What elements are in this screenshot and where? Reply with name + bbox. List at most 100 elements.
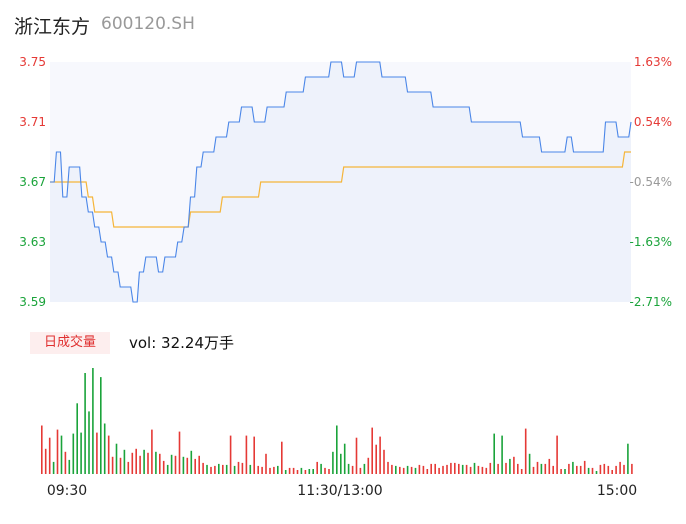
volume-bar — [418, 464, 421, 474]
volume-bar — [442, 465, 444, 474]
volume-bar — [186, 457, 189, 474]
volume-bar — [284, 470, 287, 474]
volume-bar — [481, 466, 484, 474]
y-tick-label: 3.67 — [19, 175, 46, 189]
volume-bar — [497, 463, 499, 474]
volume-bar — [454, 462, 456, 474]
volume-bar — [599, 464, 602, 474]
volume-bar — [135, 448, 137, 474]
volume-bar — [103, 423, 106, 474]
volume-bar — [351, 465, 354, 474]
price-line — [50, 61, 632, 303]
volume-bar — [229, 435, 232, 474]
volume-bar — [100, 377, 102, 474]
volume-bar — [560, 469, 562, 474]
volume-bar — [206, 464, 208, 474]
volume-bar — [438, 467, 440, 474]
volume-bar — [147, 452, 149, 474]
volume-bar — [595, 471, 598, 474]
volume-bar — [52, 461, 55, 474]
average-price-line — [50, 151, 631, 228]
volume-bar — [225, 464, 228, 474]
volume-bar — [501, 435, 503, 474]
volume-bar — [170, 454, 173, 474]
volume-bar — [119, 457, 122, 474]
volume-bar — [513, 456, 515, 474]
volume-bar — [123, 449, 126, 474]
volume-bar — [174, 455, 177, 474]
y-right-tick-label: -0.54% — [630, 175, 672, 189]
volume-bar — [131, 452, 134, 474]
volume-bar — [111, 456, 114, 474]
volume-bar — [489, 462, 492, 474]
y-right-tick-label: -1.63% — [630, 235, 672, 249]
y-tick-label: 3.75 — [19, 55, 46, 69]
volume-bar — [619, 461, 621, 474]
volume-bar — [544, 463, 547, 474]
volume-bar — [406, 465, 409, 474]
volume-bar — [446, 464, 448, 474]
volume-bar — [517, 463, 519, 474]
volume-bar — [520, 469, 523, 474]
volume-bar — [44, 448, 47, 474]
volume-bar — [399, 466, 401, 474]
volume-bar — [493, 433, 495, 474]
volume-bar — [615, 465, 617, 474]
volume-bar — [210, 466, 212, 474]
volume-bar — [308, 469, 311, 474]
volume-bar — [80, 432, 82, 474]
x-tick-label: 11:30/13:00 — [297, 483, 382, 499]
x-tick-label: 09:30 — [47, 483, 87, 499]
y-tick-label: 3.59 — [19, 295, 46, 309]
volume-bar — [202, 462, 204, 474]
volume-bar — [343, 443, 346, 474]
volume-bar — [92, 368, 94, 474]
volume-bar — [88, 411, 90, 474]
volume-bar — [233, 465, 236, 474]
volume-bar — [611, 470, 613, 474]
volume-bar — [375, 444, 377, 474]
volume-bar — [391, 464, 393, 474]
volume-bar — [139, 455, 141, 474]
volume-bar — [426, 469, 429, 474]
volume-bar — [434, 463, 436, 474]
volume-bar — [269, 467, 271, 474]
volume-bar — [336, 425, 338, 474]
volume-bar — [387, 461, 389, 474]
volume-bar — [320, 463, 322, 474]
volume-bar — [347, 463, 350, 474]
volume-bar — [127, 461, 130, 474]
volume-bar — [64, 451, 67, 474]
volume-bar — [587, 467, 590, 474]
volume-bar — [568, 463, 570, 474]
volume-bar — [241, 462, 244, 474]
y-right-tick-label: 0.54% — [634, 115, 672, 129]
volume-bar — [548, 458, 551, 474]
volume-bar — [41, 425, 43, 474]
volume-bar — [524, 428, 527, 474]
volume-bar — [607, 465, 610, 474]
volume-bar — [222, 464, 224, 474]
volume-bar — [552, 465, 554, 474]
volume-bar — [556, 435, 558, 474]
volume-bar — [477, 465, 480, 474]
volume-bar — [367, 457, 370, 474]
volume-bar — [485, 467, 488, 474]
volume-bar — [214, 465, 216, 474]
volume-bar — [194, 458, 196, 474]
volume-bar — [249, 464, 252, 474]
volume-bar — [340, 453, 342, 474]
volume-bar — [414, 467, 417, 474]
volume-bar — [60, 435, 63, 474]
volume-bar — [631, 463, 633, 474]
volume-bar — [540, 463, 543, 474]
volume-bar — [288, 467, 291, 474]
volume-bar — [304, 470, 307, 474]
volume-bar — [332, 451, 334, 474]
volume-bar — [190, 450, 193, 474]
volume-bar — [72, 433, 75, 474]
volume-bar — [371, 427, 373, 474]
volume-bar — [265, 453, 267, 474]
volume-bar — [450, 462, 452, 474]
